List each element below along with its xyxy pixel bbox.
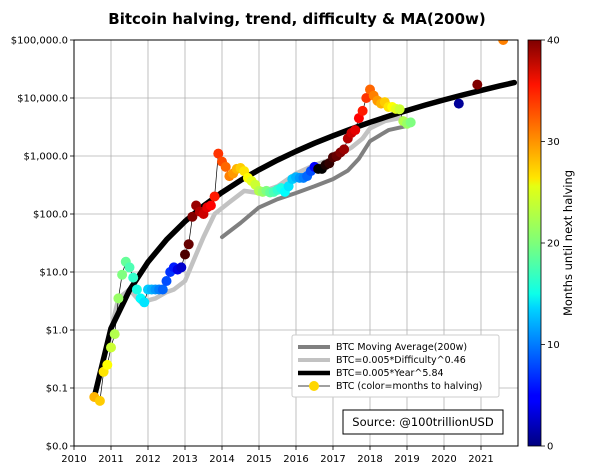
line-btc-moving-average-200w [220,123,413,240]
colorbar-tick-label: 10 [547,340,560,351]
colorbar-tick-label: 40 [547,36,560,47]
source-box [342,409,504,435]
btc-point [176,262,187,273]
btc-point [453,98,464,109]
source-label: Source: @100trillionUSD [352,415,494,429]
y-tick-label: $0.0 [46,442,68,453]
colorbar-gradient [527,39,542,447]
colorbar: 0 10 20 30 40 Months until next halving [527,36,575,453]
source-note: Source: @100trillionUSD [342,409,504,435]
legend-label-difficulty: BTC=0.005*Difficulty^0.46 [336,355,466,366]
btc-point [339,144,350,155]
y-tick-label: $1,000.0 [23,152,68,163]
line-btc-0-005-difficulty-0-46 [108,115,410,333]
x-tick-label: 2020 [431,454,456,465]
colorbar-ticks: 0 10 20 30 40 [541,36,560,453]
btc-point [394,104,405,115]
line-btc-0-005-year-5-84 [91,79,518,400]
btc-point [498,40,509,45]
y-tick-label: $100,000.0 [11,36,68,47]
x-tick-label: 2014 [209,454,234,465]
x-tick-label: 2013 [172,454,197,465]
x-tick-label: 2017 [320,454,345,465]
btc-point [124,262,135,273]
x-tick-label: 2018 [357,454,382,465]
btc-point [357,105,368,116]
x-tick-label: 2010 [61,454,86,465]
btc-point [220,161,231,172]
btc-point [113,293,124,304]
x-tick-label: 2011 [98,454,123,465]
btc-point [109,329,120,340]
y-tick-label: $1.0 [46,326,68,337]
y-tick-label: $0.1 [46,384,68,395]
x-tick-label: 2012 [135,454,160,465]
btc-point [213,148,224,159]
scatter-points [89,40,509,406]
y-axis: $0.0 $0.1 $1.0 $10.0 $100.0 $1,000.0 $10,000.0… [11,36,74,453]
colorbar-tick-label: 30 [547,137,560,148]
btc-point [161,276,172,286]
btc-point [128,272,139,283]
x-axis: 2010 2011 2012 2013 2014 2015 2016 2017 2018 2019… [61,446,494,465]
y-tick-label: $10.0 [39,268,68,279]
y-tick-label: $100.0 [33,210,68,221]
btc-point [350,125,361,136]
btc-point [183,239,194,250]
btc-point [106,342,116,353]
x-tick-label: 2019 [394,454,419,465]
legend-label-ma200w: BTC Moving Average(200w) [336,342,467,353]
x-tick-label: 2015 [246,454,271,465]
btc-point [187,211,198,222]
x-tick-label: 2021 [468,454,493,465]
btc-point [180,249,190,260]
btc-point [131,284,142,295]
btc-point [102,359,113,370]
btc-point [405,117,416,128]
y-tick-label: $10,000.0 [17,94,68,105]
btc-point [139,297,150,308]
legend: BTC Moving Average(200w) BTC=0.005*Diffi… [291,334,500,398]
btc-point [117,269,128,280]
colorbar-label: Months until next halving [561,170,575,316]
btc-point [94,395,105,406]
colorbar-tick-label: 20 [547,239,560,250]
legend-label-btc: BTC (color=months to halving) [336,381,482,392]
legend-swatch-btc-dot [309,381,319,391]
btc-point [205,200,216,211]
legend-box [291,334,500,398]
btc-point [157,284,168,295]
btc-point [472,79,483,90]
chart-title: Bitcoin halving, trend, difficulty & MA(… [108,10,485,28]
legend-label-year-trend: BTC=0.005*Year^5.84 [336,368,444,379]
btc-point [209,191,220,202]
colorbar-tick-label: 0 [547,442,553,453]
x-tick-label: 2016 [283,454,308,465]
